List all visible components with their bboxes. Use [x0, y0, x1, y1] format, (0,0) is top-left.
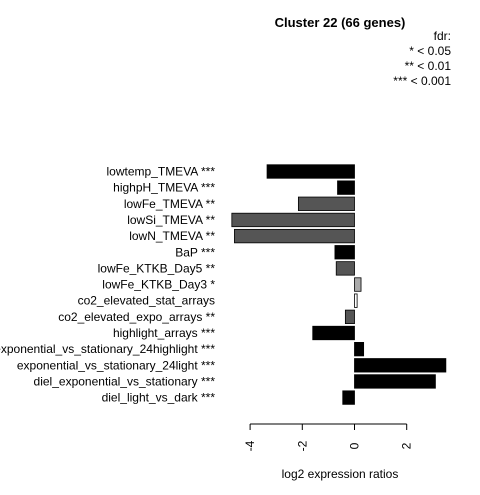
bar — [354, 358, 447, 373]
chart-title: Cluster 22 (66 genes) — [275, 15, 406, 30]
legend: fdr: * < 0.05 ** < 0.01 *** < 0.001 — [393, 29, 451, 88]
legend-entry: *** < 0.001 — [393, 74, 451, 88]
x-axis: -4 -2 0 2 — [243, 423, 414, 451]
category-label: co2_elevated_stat_arrays — [78, 294, 215, 308]
bars — [231, 164, 447, 405]
bar — [337, 180, 355, 195]
category-label: highlight_arrays *** — [113, 326, 215, 340]
bar — [344, 309, 355, 325]
bar — [334, 245, 355, 260]
bar — [354, 341, 365, 357]
legend-title: fdr: — [434, 29, 451, 43]
category-label: lowSi_TMEVA ** — [127, 213, 215, 227]
x-tick-label: -2 — [295, 440, 309, 451]
legend-entry: * < 0.05 — [409, 44, 451, 58]
x-axis-label: log2 expression ratios — [282, 467, 399, 481]
bar — [312, 325, 355, 341]
category-label: lowN_TMEVA ** — [129, 229, 215, 243]
x-tick-label: -4 — [243, 440, 257, 451]
bar — [266, 164, 355, 179]
category-labels: lowtemp_TMEVA *** highpH_TMEVA *** lowFe_T… — [0, 165, 215, 405]
legend-entry: ** < 0.01 — [405, 59, 452, 73]
category-label: lowFe_KTKB_Day3 * — [102, 278, 215, 292]
category-label: diel_light_vs_dark *** — [102, 391, 216, 405]
bar — [354, 277, 362, 292]
bar — [354, 374, 436, 389]
category-label: highpH_TMEVA *** — [113, 181, 215, 195]
category-label: BaP *** — [175, 245, 215, 259]
x-tick-label: 0 — [348, 442, 362, 449]
category-label: lowFe_TMEVA ** — [124, 197, 215, 211]
bar — [297, 196, 355, 211]
bar — [335, 261, 355, 276]
category-label: exponential_vs_stationary_24light *** — [17, 358, 215, 372]
bar — [354, 293, 358, 308]
category-label: lowFe_KTKB_Day5 ** — [98, 261, 216, 275]
category-label: exponential_vs_stationary_24highlight **… — [0, 342, 215, 356]
x-tick-label: 2 — [400, 442, 414, 449]
bar — [234, 228, 355, 244]
category-label: diel_exponential_vs_stationary *** — [34, 374, 216, 388]
bar — [342, 390, 355, 405]
category-label: co2_elevated_expo_arrays ** — [58, 310, 215, 324]
category-label: lowtemp_TMEVA *** — [107, 165, 216, 179]
bar — [231, 212, 355, 228]
